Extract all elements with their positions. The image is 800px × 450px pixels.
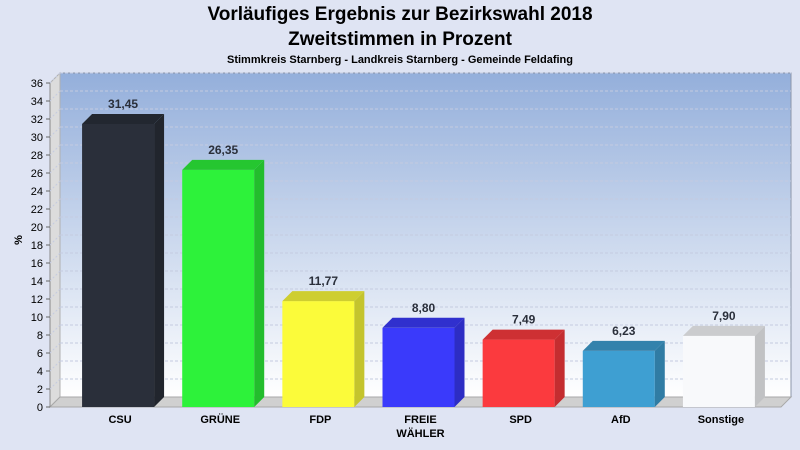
y-tick-label: 26 (31, 168, 43, 180)
bar-csu (82, 113, 165, 407)
bar-side (654, 340, 665, 407)
bar-top (82, 113, 165, 124)
bar-spd (482, 329, 565, 407)
x-tick-label: GRÜNE (200, 413, 240, 426)
value-label: 7,90 (712, 309, 736, 323)
y-tick-label: 36 (31, 78, 43, 90)
chart-title: Vorläufiges Ergebnis zur Bezirkswahl 201… (207, 4, 593, 25)
y-tick-label: 28 (31, 150, 43, 162)
bar-afd (582, 340, 665, 407)
bar-top (282, 291, 365, 302)
value-label: 26,35 (208, 143, 238, 157)
bar-front (282, 301, 355, 407)
y-tick-label: 34 (31, 96, 43, 108)
y-tick-label: 4 (37, 366, 43, 378)
y-tick-label: 18 (31, 240, 43, 252)
value-label: 8,80 (412, 301, 436, 315)
bar-front (182, 169, 255, 407)
bar-front (582, 350, 655, 407)
bar-front (82, 123, 155, 407)
bar-top (582, 340, 665, 351)
bar-freie-wähler (382, 317, 465, 407)
y-tick-label: 20 (31, 222, 43, 234)
y-tick-label: 10 (31, 312, 43, 324)
bar-side (154, 113, 165, 407)
bar-top (682, 325, 765, 336)
bar-top (382, 317, 465, 328)
bar-side (554, 329, 565, 407)
y-tick-label: 32 (31, 114, 43, 126)
chart-caption: Stimmkreis Starnberg - Landkreis Starnbe… (227, 54, 573, 66)
value-label: 11,77 (309, 274, 339, 288)
y-tick-label: 22 (31, 204, 43, 216)
y-tick-label: 24 (31, 186, 43, 198)
bar-side (254, 159, 265, 407)
bar-side (754, 325, 765, 407)
bar-side (454, 317, 465, 407)
bar-side (354, 291, 365, 407)
plot-side-wall (49, 71, 61, 409)
y-tick-label: 30 (31, 132, 43, 144)
x-tick-label: Sonstige (698, 414, 744, 426)
x-tick-label: FDP (309, 414, 331, 426)
value-label: 31,45 (108, 97, 138, 111)
y-tick-label: 8 (37, 330, 43, 342)
y-tick-label: 0 (37, 402, 43, 414)
bar-front (482, 339, 555, 407)
x-tick-label: SPD (509, 414, 532, 426)
chart-subtitle: Zweitstimmen in Prozent (288, 29, 512, 50)
bar-fdp (282, 291, 365, 407)
value-label: 7,49 (512, 313, 536, 327)
x-tick-label: WÄHLER (396, 427, 444, 440)
x-tick-label: FREIE (404, 414, 436, 426)
bar-grüne (182, 159, 265, 407)
value-label: 6,23 (612, 324, 636, 338)
bar-front (682, 335, 755, 407)
y-tick-label: 2 (37, 384, 43, 396)
y-tick-label: 16 (31, 258, 43, 270)
y-tick-label: 12 (31, 294, 43, 306)
bar-top (182, 159, 265, 170)
y-axis-label: % (13, 235, 25, 245)
y-tick-label: 6 (37, 348, 43, 360)
bar-front (382, 327, 455, 407)
bar-sonstige (682, 325, 765, 407)
x-tick-label: AfD (611, 414, 631, 426)
bar-top (482, 329, 565, 340)
x-tick-label: CSU (108, 414, 131, 426)
y-tick-label: 14 (31, 276, 43, 288)
